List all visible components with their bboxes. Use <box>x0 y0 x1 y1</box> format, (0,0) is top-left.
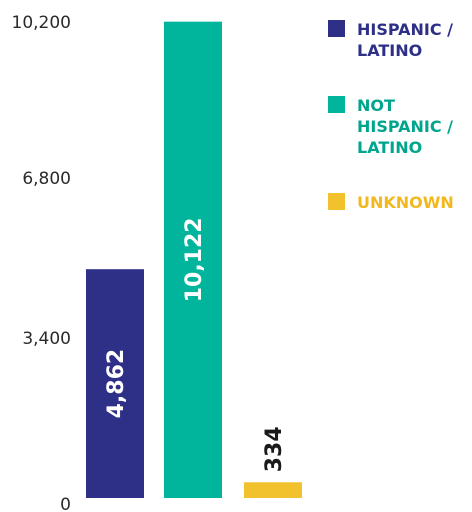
y-tick-label: 10,200 <box>12 13 71 33</box>
bar-value-label: 4,862 <box>104 349 129 419</box>
y-tick-label: 0 <box>60 495 71 512</box>
bar-value-label: 334 <box>262 426 287 472</box>
bar <box>86 269 144 498</box>
bar-value-labels: 4,862 10,122 334 <box>104 217 287 472</box>
legend-label: LATINO <box>357 41 422 60</box>
y-axis-ticks: 0 3,400 6,800 10,200 <box>12 13 71 512</box>
legend-label: HISPANIC / <box>357 20 453 39</box>
legend-swatch <box>328 193 345 210</box>
legend-label: NOT <box>357 96 395 115</box>
legend: HISPANIC / LATINO NOT HISPANIC / LATINO UNKNO… <box>328 20 454 212</box>
legend-label: UNKNOWN <box>357 193 454 212</box>
bars <box>86 21 302 498</box>
legend-label: HISPANIC / <box>357 117 453 136</box>
legend-swatch <box>328 96 345 113</box>
bar-value-label: 10,122 <box>182 217 207 302</box>
y-tick-label: 3,400 <box>22 329 71 349</box>
bar <box>164 21 222 498</box>
legend-swatch <box>328 20 345 37</box>
y-tick-label: 6,800 <box>22 169 71 189</box>
bar <box>244 482 302 498</box>
legend-label: LATINO <box>357 138 422 157</box>
